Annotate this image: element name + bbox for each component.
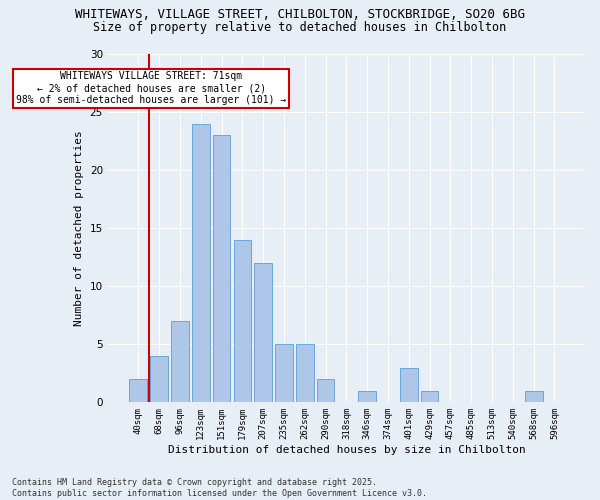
Bar bbox=[130, 379, 147, 402]
Text: Contains HM Land Registry data © Crown copyright and database right 2025.
Contai: Contains HM Land Registry data © Crown c… bbox=[12, 478, 427, 498]
Bar bbox=[421, 390, 439, 402]
Bar bbox=[358, 390, 376, 402]
Y-axis label: Number of detached properties: Number of detached properties bbox=[74, 130, 84, 326]
Bar bbox=[150, 356, 168, 403]
Text: WHITEWAYS, VILLAGE STREET, CHILBOLTON, STOCKBRIDGE, SO20 6BG: WHITEWAYS, VILLAGE STREET, CHILBOLTON, S… bbox=[75, 8, 525, 20]
Bar bbox=[400, 368, 418, 402]
Bar bbox=[233, 240, 251, 402]
Text: Size of property relative to detached houses in Chilbolton: Size of property relative to detached ho… bbox=[94, 21, 506, 34]
Bar bbox=[317, 379, 334, 402]
Bar bbox=[296, 344, 314, 403]
Bar bbox=[275, 344, 293, 403]
Bar bbox=[525, 390, 542, 402]
X-axis label: Distribution of detached houses by size in Chilbolton: Distribution of detached houses by size … bbox=[167, 445, 525, 455]
Bar bbox=[254, 263, 272, 402]
Bar bbox=[213, 136, 230, 402]
Bar bbox=[192, 124, 209, 402]
Text: WHITEWAYS VILLAGE STREET: 71sqm
← 2% of detached houses are smaller (2)
98% of s: WHITEWAYS VILLAGE STREET: 71sqm ← 2% of … bbox=[16, 72, 286, 104]
Bar bbox=[171, 321, 189, 402]
